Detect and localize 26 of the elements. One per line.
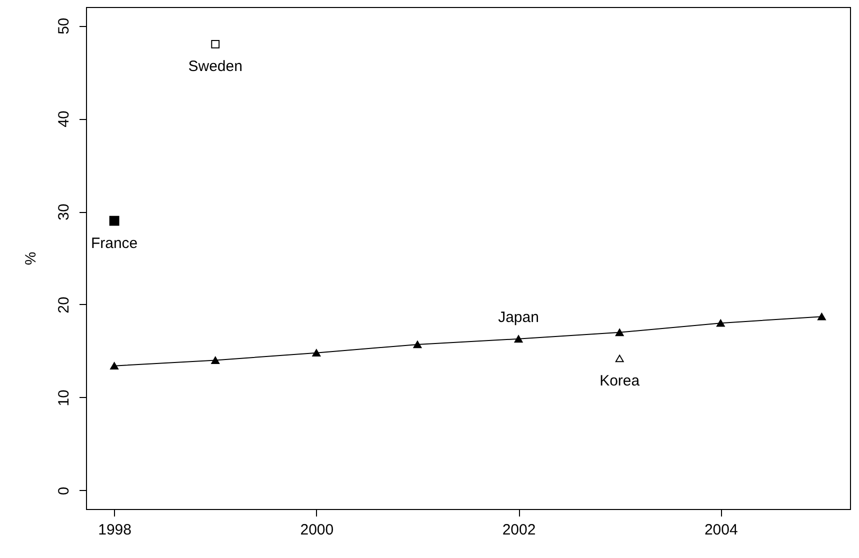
x-tick-label: 2000	[300, 522, 334, 538]
series-label: France	[90, 234, 138, 252]
x-tick-label: 2002	[502, 522, 536, 538]
y-tick-label: 10	[56, 390, 72, 406]
point	[211, 40, 220, 48]
y-tick-label: 20	[56, 296, 72, 314]
point	[312, 349, 321, 357]
series-label: Japan	[498, 308, 539, 326]
point	[413, 340, 422, 348]
point	[817, 312, 826, 320]
y-tick-label: 50	[56, 18, 72, 34]
point	[615, 328, 624, 336]
point	[110, 362, 119, 370]
x-tick-label: 1998	[98, 522, 132, 538]
series-label: Sweden	[188, 58, 242, 76]
series-label: Korea	[600, 372, 640, 390]
point	[615, 354, 624, 362]
y-tick-label: 40	[56, 110, 72, 128]
y-tick-label: 30	[56, 204, 72, 220]
y-tick-label: 0	[56, 486, 72, 496]
x-tick-label: 2004	[704, 522, 738, 538]
point	[716, 319, 725, 327]
y-axis-title: %	[22, 252, 40, 266]
point	[211, 356, 220, 364]
point	[514, 335, 523, 343]
point	[109, 216, 120, 226]
